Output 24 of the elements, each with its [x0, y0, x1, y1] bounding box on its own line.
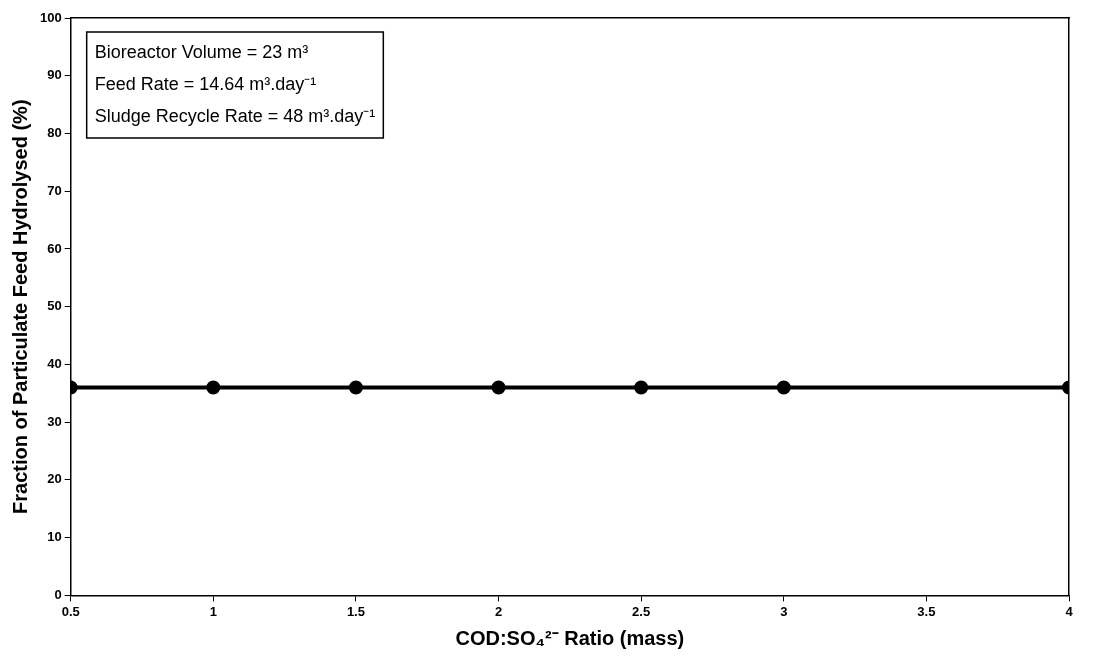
y-axis-title: Fraction of Particulate Feed Hydrolysed (%) [8, 99, 31, 514]
y-tick-label: 40 [47, 356, 62, 372]
y-tick-label: 0 [54, 586, 62, 602]
x-tick-label: 3.5 [917, 603, 936, 619]
y-tick-label: 70 [47, 182, 62, 198]
y-tick-label: 90 [47, 67, 62, 83]
annotation: Bioreactor Volume = 23 m³ [94, 41, 309, 62]
x-tick-label: 0.5 [61, 603, 80, 619]
x-tick-label: 2 [494, 603, 503, 619]
x-tick-label: 1 [209, 603, 217, 619]
x-axis-title: COD:SO₄²⁻ Ratio (mass) [455, 626, 685, 649]
y-tick-label: 60 [47, 240, 62, 256]
x-tick-label: 1.5 [346, 603, 365, 619]
x-tick-label: 2.5 [632, 603, 651, 619]
y-tick-label: 100 [39, 9, 62, 25]
y-tick-label: 50 [47, 298, 62, 314]
x-tick-label: 3 [780, 603, 788, 619]
annotation: Feed Rate = 14.64 m³.day⁻¹ [94, 73, 317, 94]
y-tick-label: 30 [47, 413, 62, 429]
y-tick-label: 20 [47, 471, 62, 487]
x-tick-label: 4 [1065, 603, 1074, 619]
y-tick-label: 10 [47, 529, 62, 545]
annotation: Sludge Recycle Rate = 48 m³.day⁻¹ [94, 105, 376, 126]
y-tick-label: 80 [47, 125, 62, 141]
